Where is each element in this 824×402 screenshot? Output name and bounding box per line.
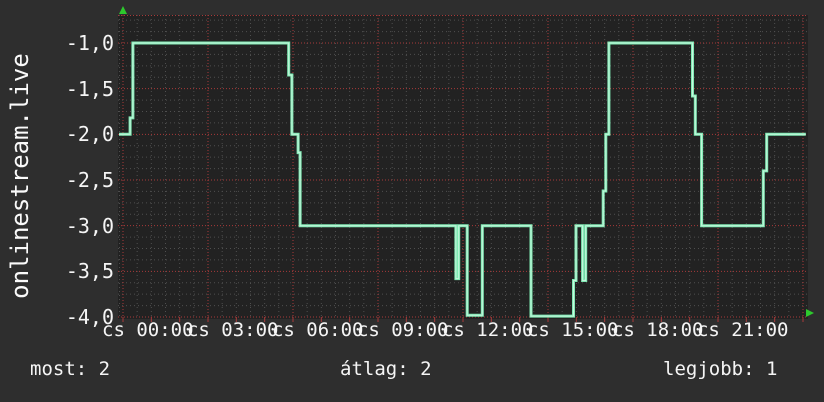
y-tick-label: -1,0 [65, 31, 114, 55]
x-tick-label: cs 18:00 [611, 319, 704, 341]
y-tick-label: -3,0 [65, 213, 114, 238]
y-tick-label: -4,0 [65, 304, 114, 329]
y-tick-label: -2,0 [65, 122, 114, 147]
x-tick-label: cs 00:00 [102, 319, 194, 341]
x-tick-label: cs 03:00 [186, 319, 279, 341]
x-tick-label: cs 09:00 [356, 319, 449, 341]
data-line-core [119, 42, 806, 317]
stat-atlag: átlag: 2 [340, 358, 432, 380]
x-axis-arrow-icon [806, 309, 814, 317]
y-tick-label: -1,5 [65, 76, 114, 101]
y-axis-arrow-icon [119, 6, 127, 14]
x-tick-label: cs 06:00 [271, 319, 364, 341]
x-tick-label: cs 15:00 [526, 319, 619, 341]
y-tick-label: -2,5 [65, 167, 114, 192]
stat-most: most: 2 [30, 358, 111, 380]
y-tick-label: -3,5 [65, 259, 114, 284]
stat-legjobb: legjobb: 1 [663, 358, 778, 380]
x-tick-label: cs 12:00 [441, 319, 534, 341]
x-tick-label: cs 21:00 [696, 319, 789, 341]
